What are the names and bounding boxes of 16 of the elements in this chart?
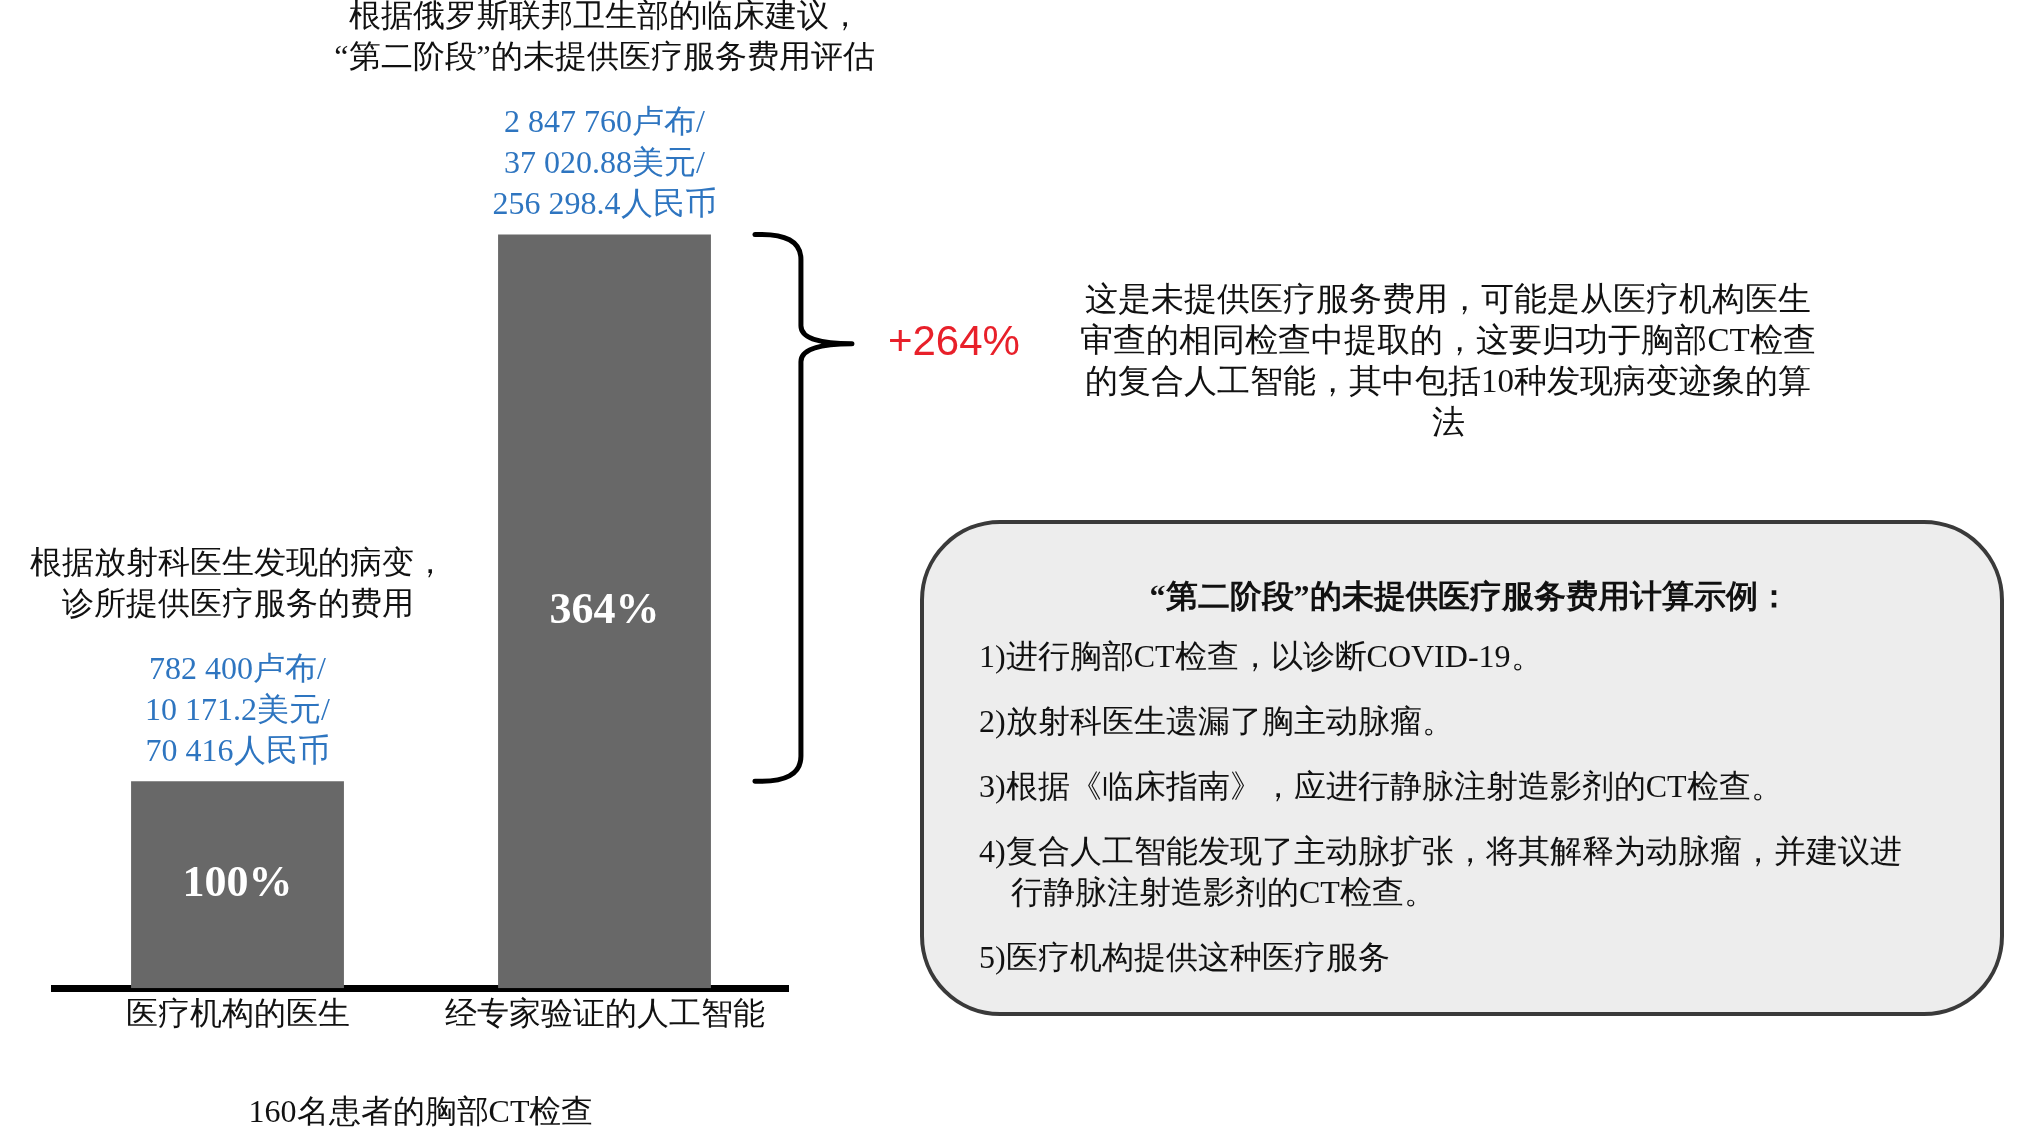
- x-tick-label: 经专家验证的人工智能: [444, 994, 765, 1031]
- text: “第二阶段”的未提供医疗服务费用计算示例：: [1148, 577, 1791, 616]
- text: 1)进行胸部CT检查，以诊断COVID-19。: [979, 637, 1544, 676]
- annotation: 782 400卢布/ 10 171.2美元/ 70 416人民币: [145, 649, 331, 768]
- x-axis-title: 160名患者的胸部CT检查: [248, 1093, 594, 1130]
- annotation: 根据放射科医生发现的病变，诊所提供医疗服务的费用: [29, 543, 446, 621]
- text: 3)根据《临床指南》，应进行静脉注射造影剂的CT检查。: [979, 767, 1784, 806]
- text: 2)放射科医生遗漏了胸主动脉瘤。: [979, 702, 1455, 741]
- text: 这是未提供医疗服务费用，可能是从医疗机构医生审查的相同检查中提取的，这要归功于胸部CT检查的复合人工智能，其中包括10种发现病变迹象的算法: [1080, 280, 1816, 440]
- x-tick-label: 医疗机构的医生: [125, 994, 350, 1031]
- data-label: 100%: [182, 857, 293, 907]
- annotation: 2 847 760卢布/ 37 020.88美元/ 256 298.4人民币: [492, 102, 717, 221]
- text: 4)复合人工智能发现了主动脉扩张，将其解释为动脉瘤，并建议进行静脉注射造影剂的CT检查。: [979, 832, 1903, 912]
- text: +264%: [887, 317, 1020, 365]
- data-label: 364%: [549, 583, 660, 633]
- text: 5)医疗机构提供这种医疗服务: [979, 938, 1391, 977]
